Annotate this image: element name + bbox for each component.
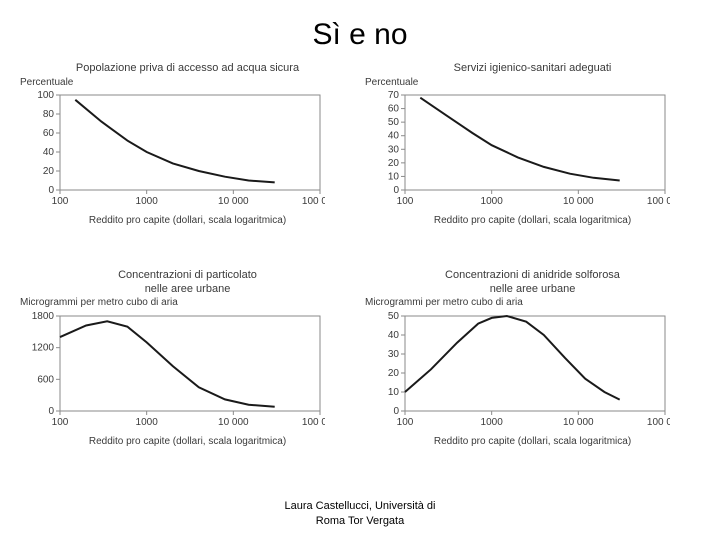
svg-text:60: 60 bbox=[43, 128, 55, 139]
svg-text:100: 100 bbox=[52, 196, 69, 207]
svg-text:0: 0 bbox=[48, 185, 54, 196]
chart-xlabel: Reddito pro capite (dollari, scala logar… bbox=[365, 436, 700, 447]
chart-title: Concentrazioni di anidride solforosanell… bbox=[365, 269, 700, 295]
svg-text:100 000: 100 000 bbox=[302, 196, 325, 207]
svg-text:10: 10 bbox=[388, 387, 400, 398]
svg-text:1000: 1000 bbox=[481, 417, 504, 428]
svg-text:100 000: 100 000 bbox=[647, 196, 670, 207]
chart-curve bbox=[75, 100, 274, 183]
svg-text:0: 0 bbox=[393, 185, 399, 196]
svg-text:10 000: 10 000 bbox=[563, 417, 594, 428]
svg-text:0: 0 bbox=[393, 406, 399, 417]
chart-3: Concentrazioni di anidride solforosanell… bbox=[365, 269, 700, 446]
svg-text:40: 40 bbox=[388, 131, 400, 142]
chart-xlabel: Reddito pro capite (dollari, scala logar… bbox=[20, 436, 355, 447]
svg-text:40: 40 bbox=[43, 147, 55, 158]
chart-svg: 0 10 20 30 40 50 60 70 100 1000 10 000 100 000 bbox=[365, 77, 670, 208]
svg-text:100: 100 bbox=[52, 417, 69, 428]
svg-text:0: 0 bbox=[48, 406, 54, 417]
chart-title: Servizi igienico-sanitari adeguati bbox=[365, 62, 700, 75]
chart-curve bbox=[405, 316, 620, 400]
chart-svg: 0 10 20 30 40 50 100 1000 10 000 100 000 bbox=[365, 298, 670, 429]
svg-text:10: 10 bbox=[388, 172, 400, 183]
svg-text:10 000: 10 000 bbox=[563, 196, 594, 207]
svg-text:100: 100 bbox=[397, 417, 414, 428]
svg-text:1000: 1000 bbox=[481, 196, 504, 207]
chart-grid: Popolazione priva di accesso ad acqua si… bbox=[0, 62, 720, 447]
svg-text:20: 20 bbox=[43, 166, 55, 177]
chart-svg: 0 20 40 60 80 100 100 1000 10 000 100 000 bbox=[20, 77, 325, 208]
chart-title: Popolazione priva di accesso ad acqua si… bbox=[20, 62, 355, 75]
footer-line2: Roma Tor Vergata bbox=[316, 515, 404, 527]
chart-xlabel: Reddito pro capite (dollari, scala logar… bbox=[365, 215, 700, 226]
svg-text:80: 80 bbox=[43, 109, 55, 120]
chart-1: Servizi igienico-sanitari adeguatiPercen… bbox=[365, 62, 700, 239]
svg-text:20: 20 bbox=[388, 158, 400, 169]
chart-title: Concentrazioni di particolatonelle aree … bbox=[20, 269, 355, 295]
svg-text:100 000: 100 000 bbox=[302, 417, 325, 428]
svg-text:10 000: 10 000 bbox=[218, 196, 249, 207]
footer-line1: Laura Castellucci, Università di bbox=[284, 500, 435, 512]
svg-text:30: 30 bbox=[388, 349, 400, 360]
chart-curve bbox=[420, 98, 619, 181]
svg-text:1000: 1000 bbox=[136, 196, 159, 207]
svg-text:1200: 1200 bbox=[32, 342, 55, 353]
svg-text:70: 70 bbox=[388, 90, 400, 101]
chart-0: Popolazione priva di accesso ad acqua si… bbox=[20, 62, 355, 239]
svg-text:50: 50 bbox=[388, 311, 400, 322]
page-title: Sì e no bbox=[0, 0, 720, 62]
svg-text:1800: 1800 bbox=[32, 311, 55, 322]
svg-text:600: 600 bbox=[37, 374, 54, 385]
chart-curve bbox=[60, 321, 275, 407]
footer-credit: Laura Castellucci, Università di Roma To… bbox=[0, 499, 720, 528]
svg-text:100: 100 bbox=[397, 196, 414, 207]
chart-xlabel: Reddito pro capite (dollari, scala logar… bbox=[20, 215, 355, 226]
svg-text:10 000: 10 000 bbox=[218, 417, 249, 428]
svg-text:20: 20 bbox=[388, 368, 400, 379]
svg-text:100 000: 100 000 bbox=[647, 417, 670, 428]
svg-text:30: 30 bbox=[388, 144, 400, 155]
chart-2: Concentrazioni di particolatonelle aree … bbox=[20, 269, 355, 446]
svg-text:40: 40 bbox=[388, 330, 400, 341]
svg-text:100: 100 bbox=[37, 90, 54, 101]
svg-text:60: 60 bbox=[388, 104, 400, 115]
svg-text:1000: 1000 bbox=[136, 417, 159, 428]
chart-svg: 0 600 1200 1800 100 1000 10 000 100 000 bbox=[20, 298, 325, 429]
svg-text:50: 50 bbox=[388, 117, 400, 128]
